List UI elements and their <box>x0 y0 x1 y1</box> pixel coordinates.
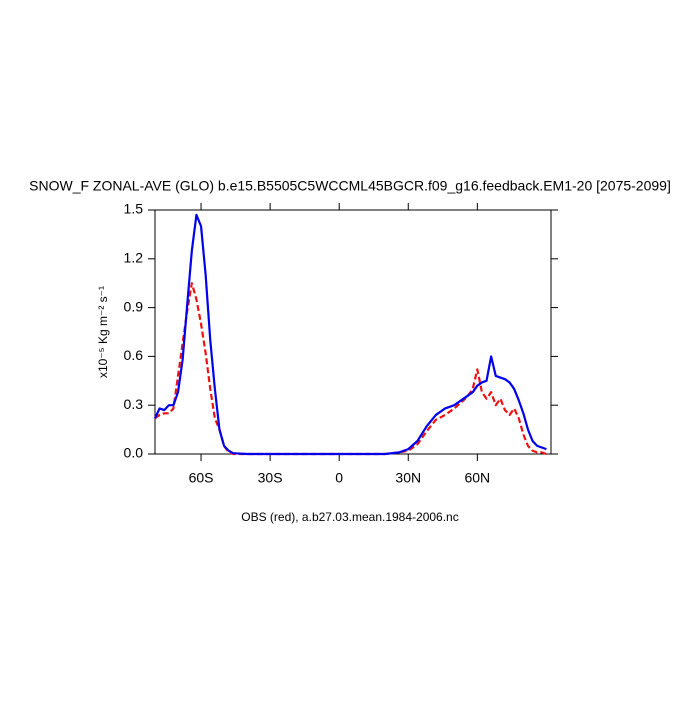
y-tick-label: 0.3 <box>124 396 144 412</box>
y-tick-label: 0.0 <box>124 445 144 461</box>
x-tick-label: 0 <box>335 470 343 486</box>
x-tick-label: 60S <box>189 470 214 486</box>
y-tick-label: 1.2 <box>124 250 144 266</box>
x-tick-label: 30N <box>395 470 421 486</box>
data-line <box>154 282 547 456</box>
footer-note: OBS (red), a.b27.03.mean.1984-2006.nc <box>241 510 458 524</box>
x-tick-label: 60N <box>464 470 490 486</box>
x-tick-label: 30S <box>258 470 283 486</box>
data-line <box>154 213 547 456</box>
chart-title: SNOW_F ZONAL-AVE (GLO) b.e15.B5505C5WCCM… <box>29 178 671 194</box>
y-tick-label: 0.6 <box>124 347 144 363</box>
y-tick-label: 0.9 <box>124 298 144 314</box>
y-axis-label: x10⁻⁵ Kg m⁻² s⁻¹ <box>96 286 110 378</box>
y-tick-label: 1.5 <box>124 201 144 217</box>
